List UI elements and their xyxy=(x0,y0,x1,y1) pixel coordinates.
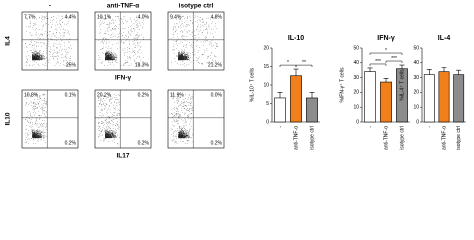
cell-dots xyxy=(171,93,194,144)
quadrant-percent: 0.2% xyxy=(138,92,150,98)
quadrant-percent: 25% xyxy=(66,62,77,68)
bar xyxy=(306,97,318,123)
y-tick-label: 10 xyxy=(413,105,419,111)
y-tick-label: 0 xyxy=(266,119,269,125)
column-header: - xyxy=(49,3,51,10)
y-axis-label: IL4 xyxy=(5,36,12,46)
quadrant-percent: 0.1% xyxy=(65,92,77,98)
chart-title: IL-4 xyxy=(438,35,451,42)
y-tick-label: 50 xyxy=(413,45,419,51)
quadrant-percent: 0.2% xyxy=(65,140,77,146)
x-axis-label: IL17 xyxy=(116,153,129,160)
bar xyxy=(274,97,286,123)
x-tick-label: isotype ctrl xyxy=(309,126,315,150)
error-bar xyxy=(367,67,373,72)
y-tick-label: 0 xyxy=(416,119,419,125)
error-bar xyxy=(293,68,299,76)
y-tick-label: 20 xyxy=(353,90,359,96)
y-tick-label: 15 xyxy=(263,64,269,70)
y-axis-label: IL10 xyxy=(5,112,12,125)
significance-label: *** xyxy=(375,59,381,65)
bar xyxy=(364,71,376,123)
bar xyxy=(423,74,435,123)
quadrant-percent: 11.9% xyxy=(170,92,184,98)
column-header: anti-TNF-α xyxy=(107,3,140,10)
error-bar xyxy=(383,78,389,83)
cell-dots xyxy=(98,15,144,67)
error-bar xyxy=(309,92,315,98)
x-tick-label: isotype ctrl xyxy=(456,126,462,150)
cell-dots xyxy=(25,93,48,144)
quadrant-percent: 9.4% xyxy=(170,14,182,20)
significance-bracket xyxy=(369,52,403,56)
x-tick-label: isotype ctrl xyxy=(399,126,405,150)
significance-label: * xyxy=(385,48,387,54)
cell-dots xyxy=(171,15,218,67)
significance-label: ** xyxy=(302,60,306,66)
chart-title: IL-10 xyxy=(288,35,304,42)
y-tick-label: 5 xyxy=(266,101,269,107)
quadrant-percent: 0.2% xyxy=(211,140,223,146)
plot-frame xyxy=(94,89,152,149)
bar xyxy=(380,81,392,123)
y-tick-label: 50 xyxy=(353,45,359,51)
x-tick-label: anti-TNF-α xyxy=(441,126,447,150)
plot-frame xyxy=(94,11,152,71)
page: - anti-TNF-α isotype ctrl IL4 IFN-γ 7.7% 4.4% 2… xyxy=(4,2,466,160)
significance-label: * xyxy=(287,60,289,66)
x-tick-label: - xyxy=(277,126,283,128)
significance-bracket xyxy=(369,63,387,66)
significance-bracket xyxy=(295,64,313,68)
y-axis-label: %IL-10⁺ T cells xyxy=(249,67,255,102)
x-tick-label: - xyxy=(367,126,373,128)
y-tick-label: 10 xyxy=(353,105,359,111)
cell-dots xyxy=(98,94,121,145)
y-tick-label: 0 xyxy=(356,119,359,125)
y-tick-label: 30 xyxy=(413,75,419,81)
column-header: isotype ctrl xyxy=(179,3,214,10)
quadrant-percent: 0.0% xyxy=(211,92,223,98)
y-axis-label: %IL-4⁺ T cells xyxy=(399,69,405,101)
y-axis-label: %IFN-γ⁺ T cells xyxy=(339,67,345,103)
plot-frame xyxy=(21,89,79,149)
plot-frame xyxy=(167,89,225,149)
error-bar xyxy=(426,69,432,75)
error-bar xyxy=(456,69,462,75)
quadrant-percent: 4.0% xyxy=(138,14,150,20)
quadrant-percent: 4.4% xyxy=(65,14,77,20)
quadrant-percent: 0.2% xyxy=(138,140,150,146)
y-tick-label: 20 xyxy=(413,90,419,96)
quadrant-percent: 10.1% xyxy=(97,14,112,20)
quadrant-percent: 18.3% xyxy=(135,62,150,68)
figure: - anti-TNF-α isotype ctrl IL4 IFN-γ 7.7% 4.4% 2… xyxy=(5,3,466,160)
quadrant-percent: 7.7% xyxy=(24,14,36,20)
error-bar xyxy=(441,66,447,72)
x-tick-label: - xyxy=(427,126,433,128)
quadrant-percent: 10.8% xyxy=(24,92,39,98)
quadrant-percent: 4.8% xyxy=(211,14,223,20)
x-tick-label: anti-TNF-α xyxy=(293,126,299,150)
significance-label: *** xyxy=(391,56,397,62)
y-tick-label: 40 xyxy=(413,60,419,66)
bar xyxy=(453,74,465,123)
plot-frame xyxy=(21,11,79,71)
y-tick-label: 30 xyxy=(353,75,359,81)
error-bar xyxy=(399,64,405,69)
bar xyxy=(438,71,450,123)
x-axis-label: IFN-γ xyxy=(115,75,132,82)
y-tick-label: 40 xyxy=(353,60,359,66)
y-tick-label: 20 xyxy=(263,45,269,51)
significance-bracket xyxy=(385,60,403,64)
error-bar xyxy=(277,92,283,98)
chart-title: IFN-γ xyxy=(377,35,395,42)
y-tick-label: 10 xyxy=(263,82,269,88)
x-tick-label: anti-TNF-α xyxy=(383,126,389,150)
bar xyxy=(290,75,302,123)
quadrant-percent: 20.2% xyxy=(97,92,112,98)
quadrant-percent: 21.2% xyxy=(208,62,223,68)
